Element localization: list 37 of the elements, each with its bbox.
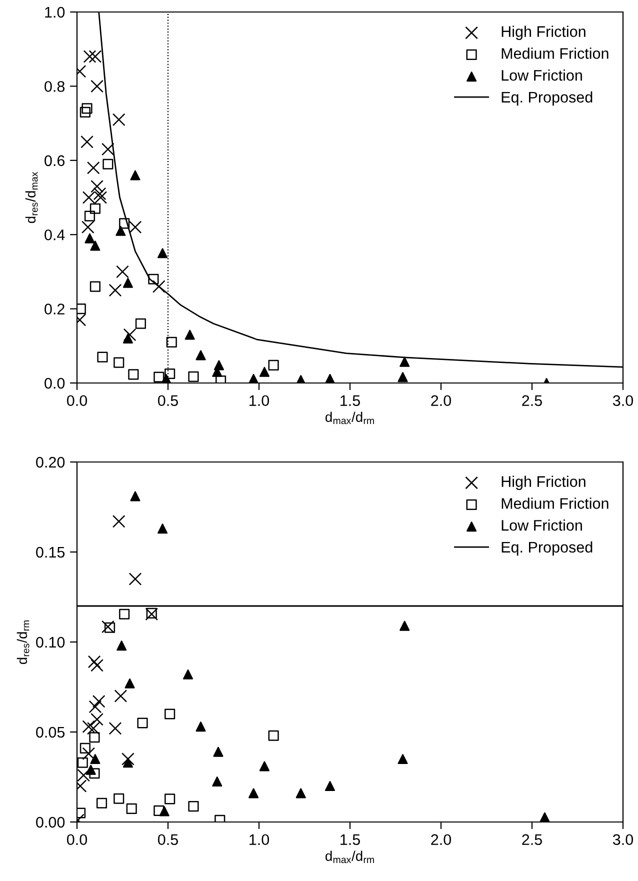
x-tick-label: 1.5: [340, 395, 360, 406]
x-tick-label: 1.0: [250, 395, 270, 406]
x-tick-label: 3.0: [612, 834, 634, 846]
legend-label: Medium Friction: [502, 48, 608, 59]
y-tick-label: 0.2: [44, 304, 64, 314]
x-axis-title: d$_{max}$/d$_{rm}$: [326, 850, 374, 864]
y-tick-label: 0.20: [36, 456, 65, 468]
y-tick-label: 0.6: [44, 155, 65, 166]
y-tick-label: 0.8: [44, 81, 65, 92]
y-tick-label: 0.00: [36, 816, 65, 828]
legend-label: Eq. Proposed: [502, 91, 592, 106]
x-tick-label: 2.0: [431, 395, 452, 406]
y-tick-label: 1.0: [45, 6, 65, 18]
y-tick-label: 0.4: [44, 229, 65, 240]
y-axis-title: d$_{res}$/d$_{rm}$: [16, 620, 30, 664]
x-tick-label: 2.5: [522, 395, 542, 406]
x-tick-label: 1.5: [340, 834, 360, 846]
x-tick-label: 2.0: [431, 834, 452, 846]
legend-label: High Friction: [502, 26, 586, 40]
x-tick-label: 1.0: [250, 834, 270, 846]
x-tick-label: 0.0: [66, 834, 88, 846]
legend-label: Eq. Proposed: [502, 541, 592, 556]
x-tick-label: 0.0: [66, 395, 88, 406]
y-tick-label: 0.15: [36, 546, 65, 558]
y-tick-label: 0.05: [36, 726, 65, 738]
x-tick-label: 3.0: [612, 395, 634, 406]
x-tick-label: 0.5: [158, 834, 178, 846]
x-tick-label: 2.5: [522, 834, 542, 846]
y-axis-title: d$_{res}$/d$_{max}$: [25, 172, 38, 224]
legend-label: Medium Friction: [502, 498, 608, 509]
legend-label: High Friction: [502, 476, 586, 490]
y-tick-label: 0.10: [36, 636, 65, 648]
x-tick-label: 0.5: [158, 395, 178, 406]
x-axis-title: d$_{max}$/d$_{rm}$: [326, 412, 374, 424]
y-tick-label: 0.0: [44, 378, 65, 389]
legend-label: Low Friction: [502, 70, 582, 81]
legend-label: Low Friction: [502, 520, 582, 531]
